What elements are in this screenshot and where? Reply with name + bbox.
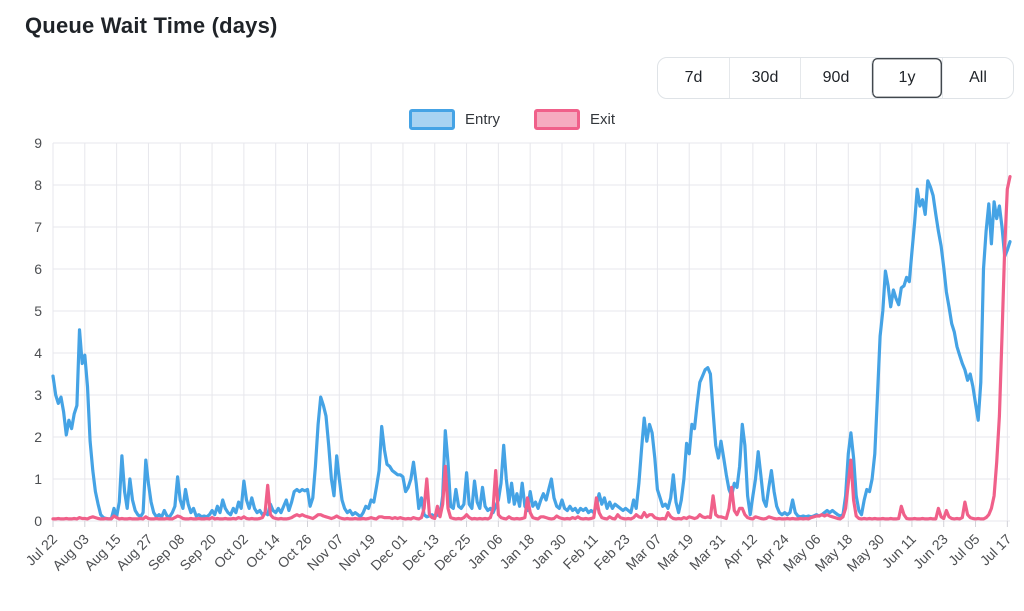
range-button-all[interactable]: All bbox=[942, 58, 1013, 98]
svg-text:9: 9 bbox=[34, 136, 42, 151]
svg-text:Apr 12: Apr 12 bbox=[719, 531, 760, 572]
svg-text:Jul 17: Jul 17 bbox=[977, 531, 1015, 569]
svg-text:8: 8 bbox=[34, 177, 42, 193]
chart-legend: Entry Exit bbox=[0, 109, 1024, 130]
svg-text:1: 1 bbox=[34, 471, 42, 487]
svg-text:Oct 02: Oct 02 bbox=[211, 531, 252, 572]
svg-text:5: 5 bbox=[34, 303, 42, 319]
time-range-selector: 7d 30d 90d 1y All bbox=[657, 57, 1014, 99]
svg-text:Sep 20: Sep 20 bbox=[176, 531, 219, 574]
y-axis-labels: 0 1 2 3 4 5 6 7 8 9 bbox=[34, 135, 42, 529]
svg-text:2: 2 bbox=[34, 429, 42, 445]
svg-text:0: 0 bbox=[34, 513, 42, 529]
svg-text:Dec 25: Dec 25 bbox=[431, 531, 474, 574]
entry-swatch bbox=[408, 109, 455, 130]
svg-text:Jan 18: Jan 18 bbox=[496, 531, 537, 572]
grid-lines bbox=[52, 142, 1010, 527]
legend-item-entry[interactable]: Entry bbox=[408, 109, 500, 130]
svg-text:Jan 06: Jan 06 bbox=[464, 531, 505, 572]
entry-line[interactable] bbox=[51, 179, 1012, 521]
svg-text:7: 7 bbox=[34, 219, 42, 235]
exit-legend-label: Exit bbox=[590, 111, 616, 128]
range-button-90d[interactable]: 90d bbox=[800, 58, 871, 98]
chart-area[interactable]: 0 1 2 3 4 5 6 7 8 9 Jul 22 Aug 03 Aug 15 Aug 27 Sep 08… bbox=[0, 135, 1024, 606]
range-button-30d[interactable]: 30d bbox=[729, 58, 800, 98]
svg-text:Jul 05: Jul 05 bbox=[945, 531, 983, 569]
svg-text:6: 6 bbox=[34, 261, 42, 277]
entry-legend-label: Entry bbox=[464, 111, 500, 128]
page-title: Queue Wait Time (days) bbox=[25, 13, 278, 38]
svg-text:4: 4 bbox=[34, 345, 42, 361]
svg-text:Jun 23: Jun 23 bbox=[910, 531, 951, 572]
exit-line[interactable] bbox=[51, 174, 1012, 521]
legend-item-exit[interactable]: Exit bbox=[534, 109, 615, 130]
exit-swatch bbox=[534, 109, 580, 130]
range-button-7d[interactable]: 7d bbox=[658, 58, 729, 98]
svg-text:Mar 31: Mar 31 bbox=[686, 531, 728, 573]
svg-text:Oct 14: Oct 14 bbox=[242, 531, 283, 572]
svg-text:3: 3 bbox=[34, 387, 42, 403]
range-button-1y[interactable]: 1y bbox=[871, 58, 942, 98]
